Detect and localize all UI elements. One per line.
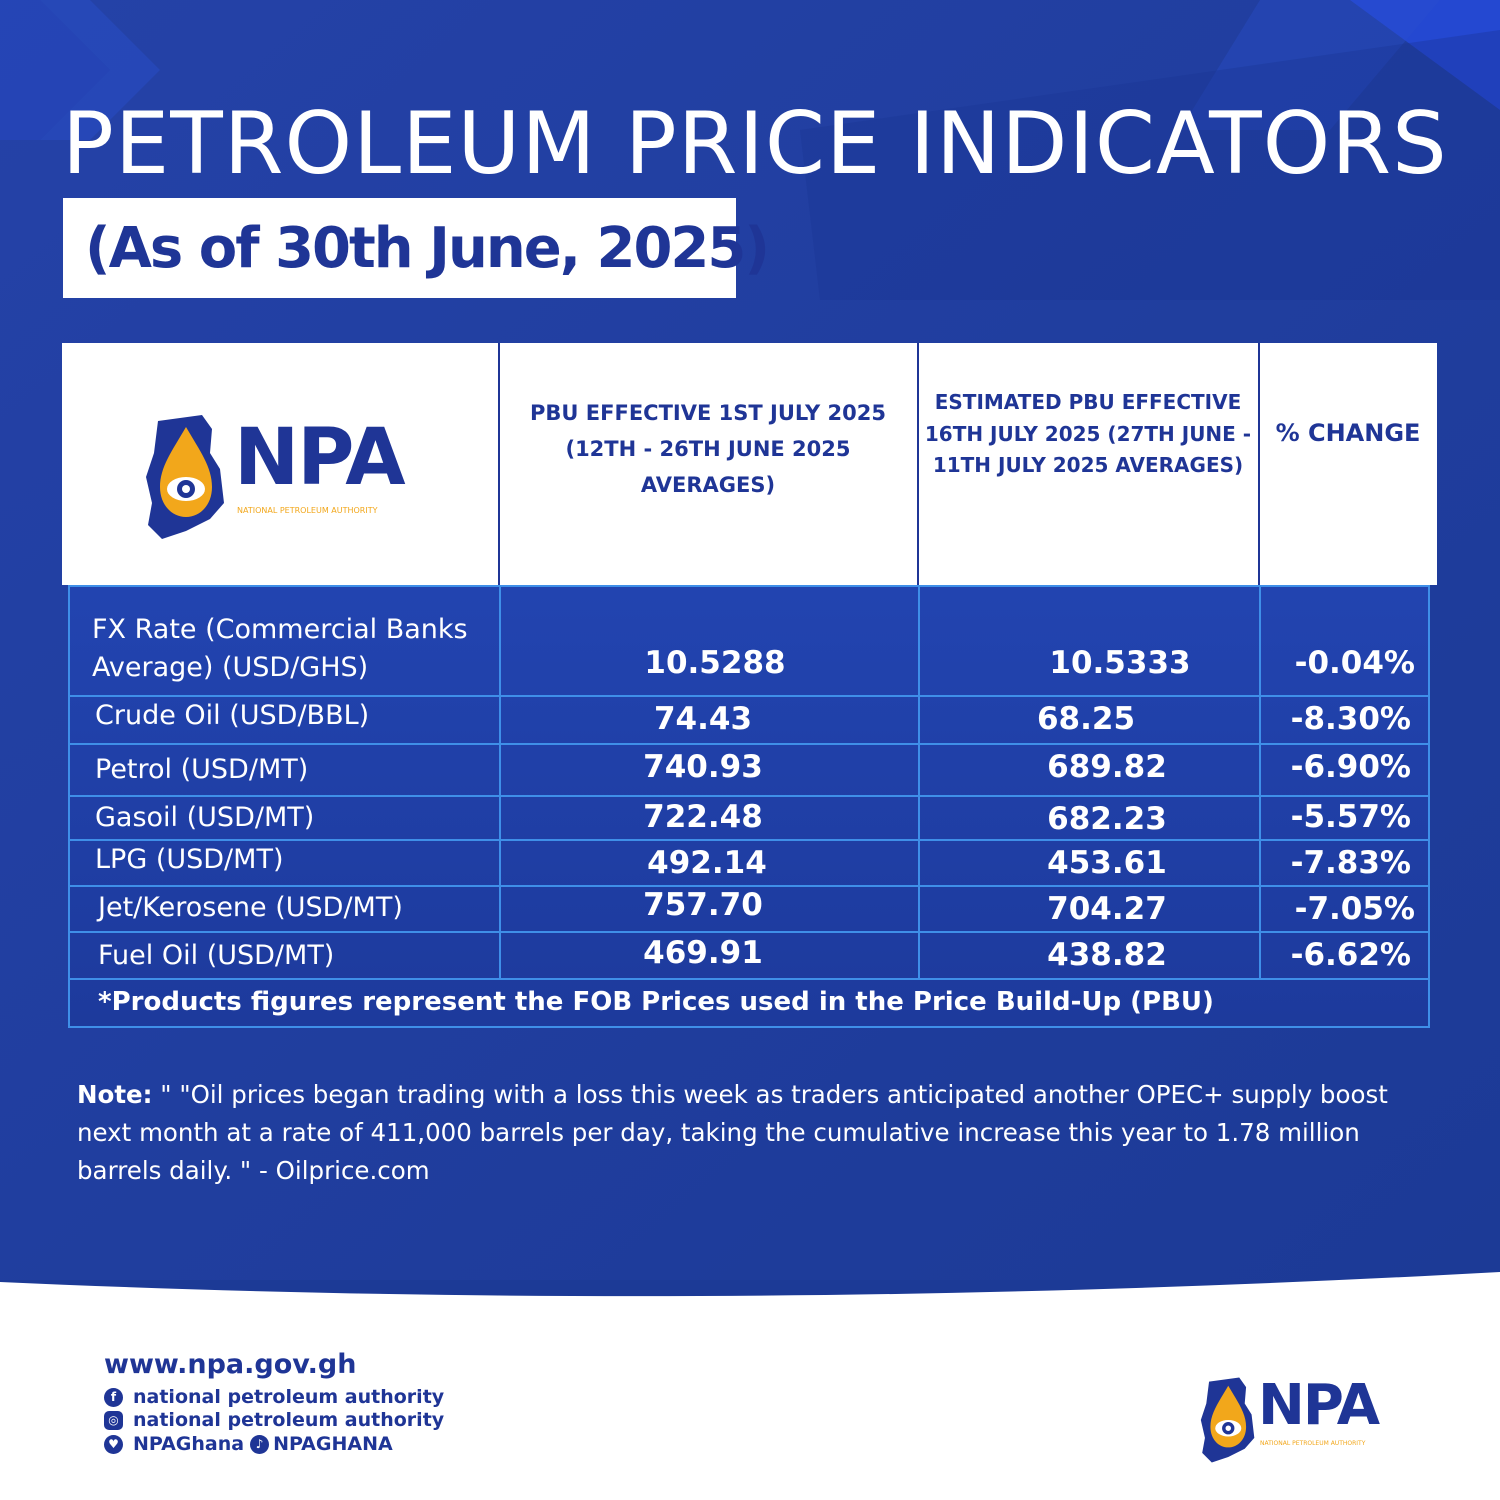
change-value: -6.90% [1290,749,1411,785]
twitter-label[interactable]: NPAGhana [133,1433,245,1455]
footer-logo-tagline: NATIONAL PETROLEUM AUTHORITY [1260,1440,1366,1447]
twitter-icon: ♥ [104,1434,123,1454]
change-value: -0.04% [1294,645,1415,681]
as-of-date: (As of 30th June, 2025) [85,215,770,281]
page-title: PETROLEUM PRICE INDICATORS [62,94,1448,194]
header-divider [917,343,919,585]
website-link[interactable]: www.npa.gov.gh [104,1349,357,1380]
logo-wordmark: NPA [234,413,406,503]
column-divider [1259,587,1261,978]
table-footnote: *Products figures represent the FOB Pric… [98,987,1214,1017]
ghana-map-drop-logo-icon [1200,1377,1255,1463]
table-row: LPG (USD/MT) 492.14 453.61 -7.83% [70,841,1428,887]
change-value: -8.30% [1290,701,1411,737]
price-table: FX Rate (Commercial Banks Average) (USD/… [68,585,1430,1028]
estimated-value: 453.61 [1047,845,1167,881]
social-row-twitter-tiktok: ♥ NPAGhana ♪ NPAGHANA [104,1433,393,1455]
estimated-value: 689.82 [1047,749,1167,785]
pbu-value: 74.43 [653,701,753,737]
header-divider [498,343,500,585]
date-banner: (As of 30th June, 2025) [63,198,770,298]
row-label: FX Rate (Commercial Banks Average) (USD/… [92,614,468,683]
row-label: Jet/Kerosene (USD/MT) [98,892,403,923]
table-header: NPA NATIONAL PETROLEUM AUTHORITY PBU EFF… [62,343,1437,585]
facebook-label: national petroleum authority [133,1386,445,1408]
tiktok-icon: ♪ [250,1434,270,1454]
market-note: Note: " "Oil prices began trading with a… [77,1076,1437,1190]
row-label: LPG (USD/MT) [95,844,284,875]
note-label: Note: [77,1080,153,1109]
pbu-value: 722.48 [643,799,763,835]
tiktok-label[interactable]: NPAGHANA [273,1433,393,1455]
change-value: -7.83% [1290,845,1411,881]
facebook-handle[interactable]: f national petroleum authority [104,1386,444,1408]
change-value: -7.05% [1294,891,1415,927]
estimated-value: 704.27 [1047,891,1167,927]
footer-npa-logo: NPA NATIONAL PETROLEUM AUTHORITY [1196,1372,1416,1468]
column-header-change: % CHANGE [1275,419,1421,447]
instagram-icon: ◎ [104,1410,123,1430]
change-value: -5.57% [1290,799,1411,835]
facebook-icon: f [104,1387,123,1407]
pbu-value: 469.91 [643,935,763,971]
estimated-value: 682.23 [1047,801,1167,837]
column-header-pbu: PBU EFFECTIVE 1ST JULY 2025 (12TH - 26TH… [530,401,886,497]
row-label: Crude Oil (USD/BBL) [95,700,370,731]
table-row: Jet/Kerosene (USD/MT) 757.70 704.27 -7.0… [70,887,1428,933]
row-label: Fuel Oil (USD/MT) [98,940,335,971]
column-divider [918,587,920,978]
table-row: Petrol (USD/MT) 740.93 689.82 -6.90% [70,745,1428,797]
pbu-value: 757.70 [643,887,763,923]
header-divider [1258,343,1260,585]
npa-logo: NPA NATIONAL PETROLEUM AUTHORITY [140,407,420,547]
instagram-label: national petroleum authority [133,1409,445,1431]
table-row: Fuel Oil (USD/MT) 469.91 438.82 -6.62% [70,933,1428,980]
estimated-value: 10.5333 [1049,645,1191,681]
pbu-value: 10.5288 [644,645,786,681]
row-label: Gasoil (USD/MT) [95,802,315,833]
pbu-value: 740.93 [643,749,763,785]
ghana-map-drop-logo-icon [146,415,224,539]
column-header-estimated-pbu: ESTIMATED PBU EFFECTIVE 16TH JULY 2025 (… [924,390,1252,477]
row-label: Petrol (USD/MT) [95,754,309,785]
table-row: Crude Oil (USD/BBL) 74.43 68.25 -8.30% [70,697,1428,745]
change-value: -6.62% [1290,937,1411,973]
note-text: " "Oil prices began trading with a loss … [77,1080,1388,1185]
footer-logo-wordmark: NPA [1258,1373,1380,1438]
column-divider [499,587,501,978]
pbu-value: 492.14 [647,845,767,881]
estimated-value: 68.25 [1036,701,1136,737]
estimated-value: 438.82 [1047,937,1167,973]
logo-tagline: NATIONAL PETROLEUM AUTHORITY [237,506,378,515]
instagram-handle[interactable]: ◎ national petroleum authority [104,1409,444,1431]
table-row: Gasoil (USD/MT) 722.48 682.23 -5.57% [70,797,1428,841]
table-row: FX Rate (Commercial Banks Average) (USD/… [70,587,1428,697]
